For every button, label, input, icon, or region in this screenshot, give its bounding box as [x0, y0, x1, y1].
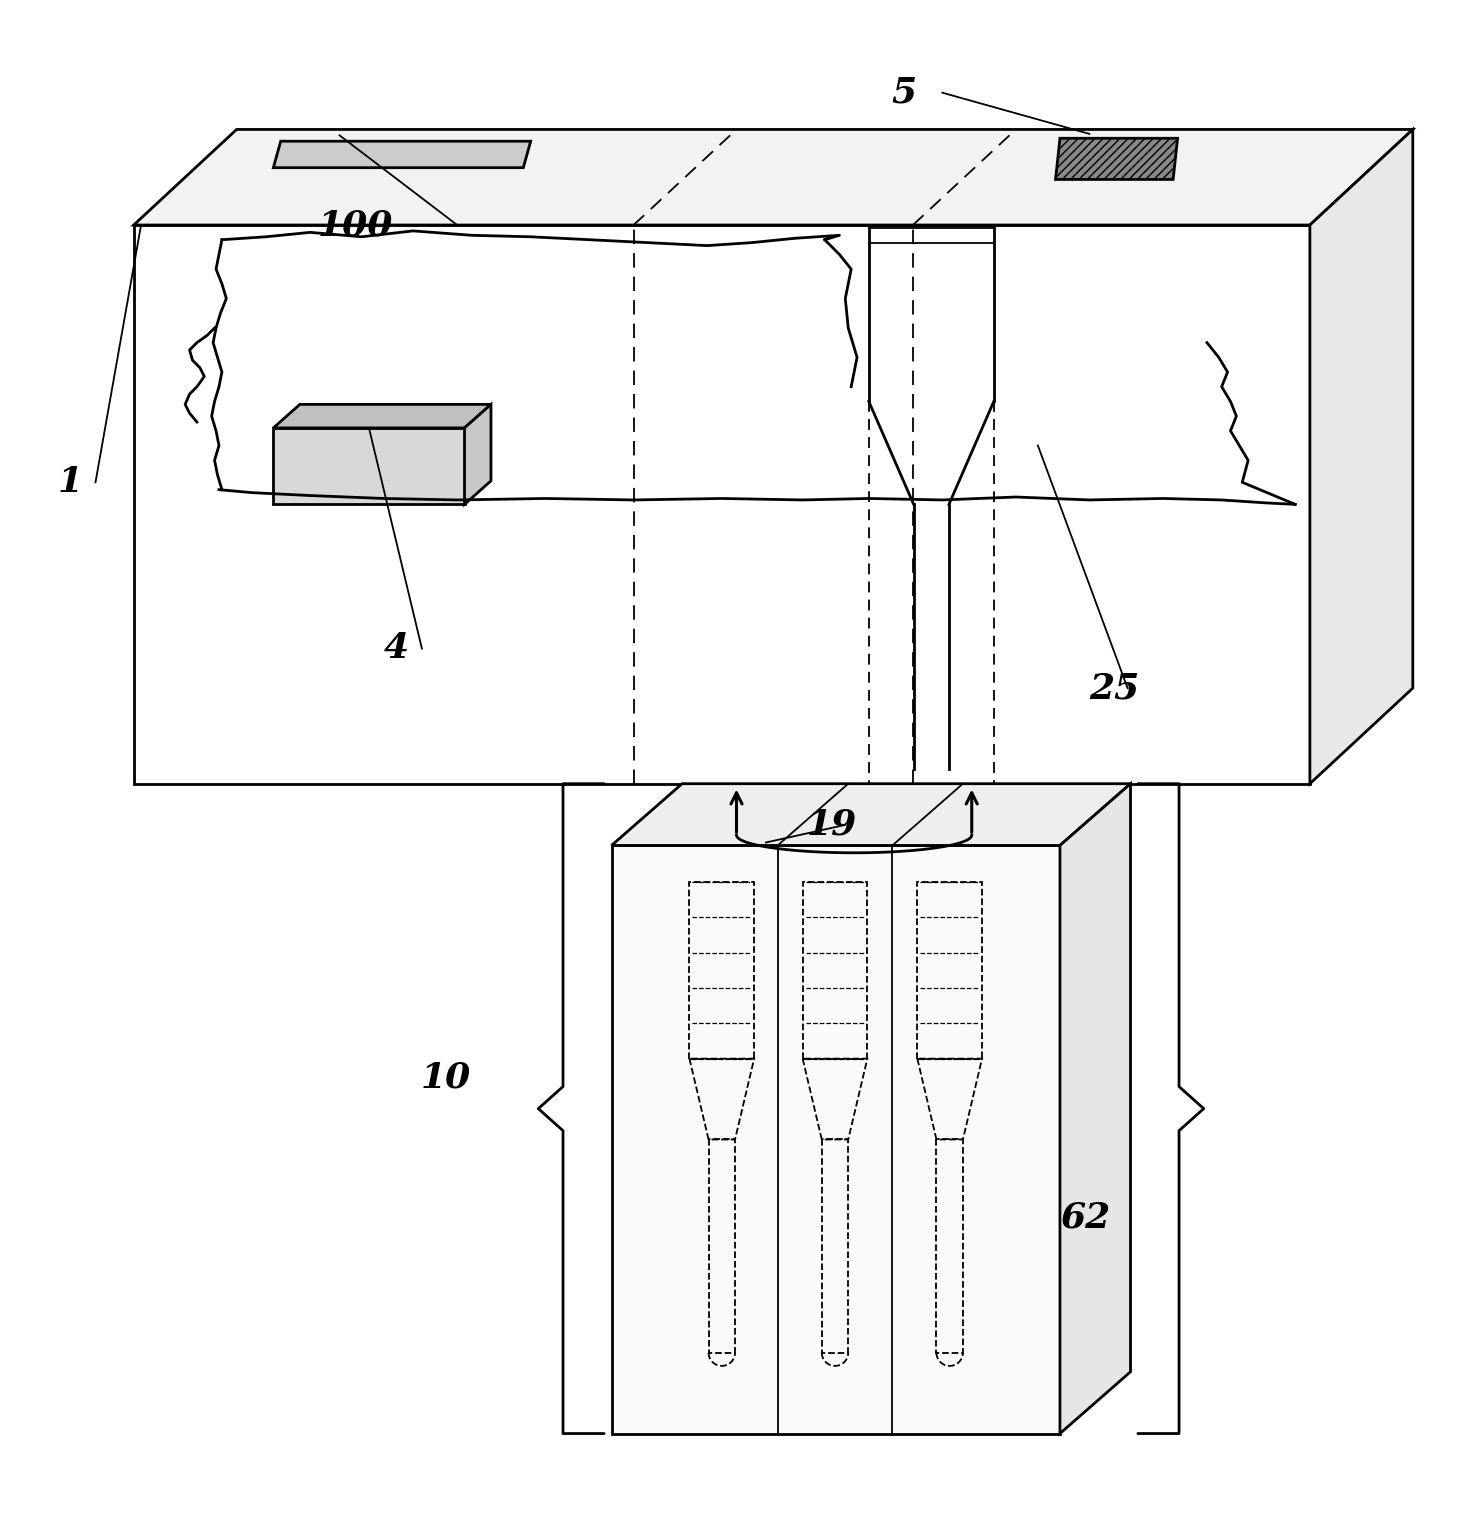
- Text: 5: 5: [891, 75, 916, 109]
- Text: 1: 1: [57, 466, 82, 500]
- Text: 100: 100: [318, 208, 393, 241]
- Polygon shape: [1056, 138, 1177, 180]
- Text: 10: 10: [420, 1061, 471, 1095]
- Polygon shape: [274, 404, 491, 428]
- Polygon shape: [134, 225, 1309, 784]
- Polygon shape: [611, 784, 1130, 846]
- Polygon shape: [1061, 784, 1130, 1433]
- Polygon shape: [134, 129, 1413, 225]
- Text: 25: 25: [1090, 671, 1140, 704]
- Text: 19: 19: [807, 807, 857, 841]
- Polygon shape: [611, 846, 1061, 1433]
- Polygon shape: [1309, 129, 1413, 784]
- Text: 62: 62: [1061, 1201, 1111, 1235]
- Polygon shape: [464, 404, 491, 504]
- Polygon shape: [274, 428, 464, 504]
- Text: 4: 4: [383, 632, 409, 666]
- Polygon shape: [274, 141, 530, 168]
